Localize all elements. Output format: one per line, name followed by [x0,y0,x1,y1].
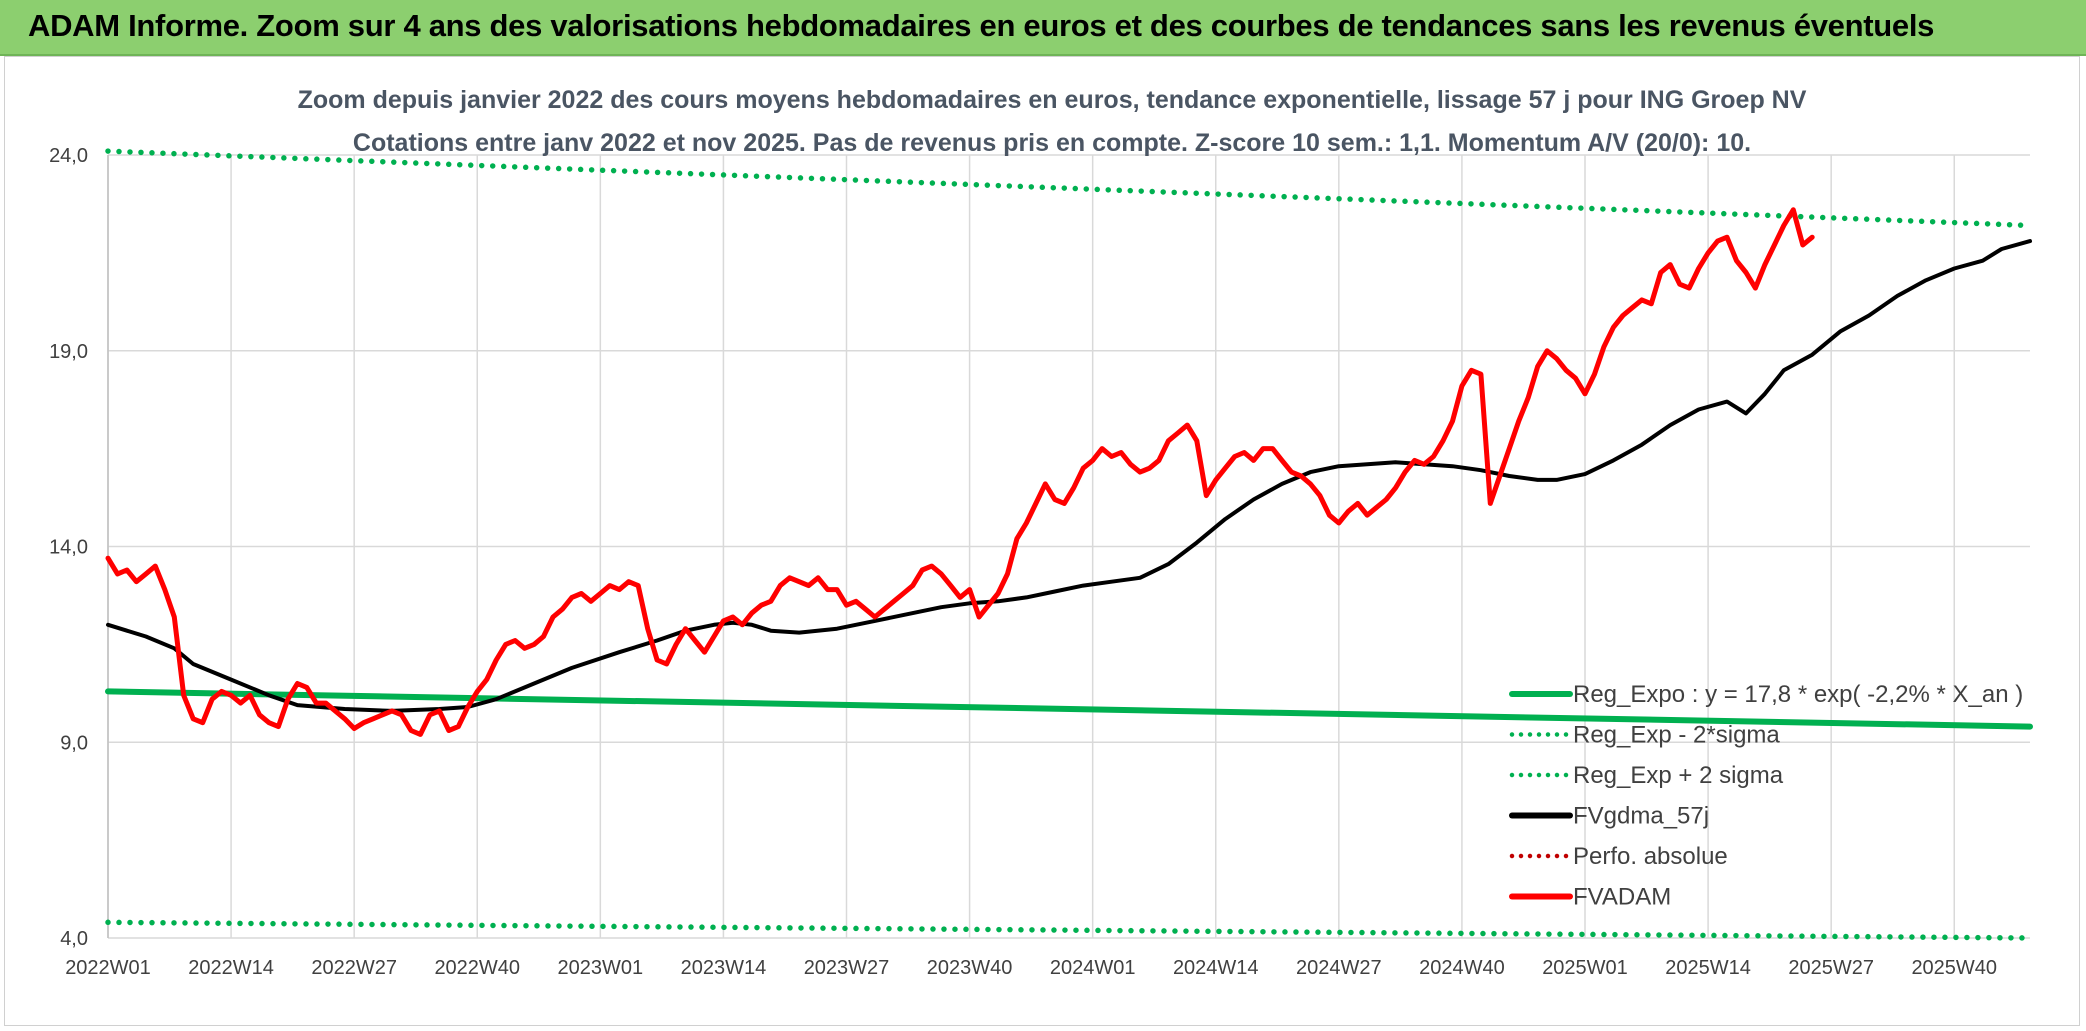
x-tick-label: 2024W01 [1050,957,1136,979]
legend-label: Reg_Exp - 2*sigma [1573,722,1780,749]
chart-subtitle: Cotations entre janv 2022 et nov 2025. P… [353,129,1751,157]
chart-title: Zoom depuis janvier 2022 des cours moyen… [298,86,1807,114]
x-tick-label: 2024W27 [1296,957,1382,979]
y-tick-label: 14,0 [49,537,88,559]
legend-label: Perfo. absolue [1573,843,1728,870]
series-fvgdma-57j [106,239,2032,713]
x-tick-label: 2022W14 [188,957,274,979]
x-tick-label: 2023W40 [927,957,1013,979]
x-tick-label: 2022W40 [434,957,520,979]
series-reg-exp-2-sigma [105,148,2033,229]
series-reg-expo [105,688,2033,730]
legend-label: Reg_Expo : y = 17,8 * exp( -2,2% * X_an … [1573,681,2023,708]
banner-title: ADAM Informe. Zoom sur 4 ans des valoris… [28,8,1935,43]
legend-label: FVgdma_57j [1573,803,1709,830]
series-fvadam [105,207,1815,737]
y-tick-label: 9,0 [60,732,88,754]
series-reg-exp-2-sigma [105,919,2033,941]
y-tick-label: 4,0 [60,928,88,950]
x-tick-label: 2025W14 [1665,957,1751,979]
y-tick-label: 19,0 [49,341,88,363]
x-tick-label: 2023W14 [681,957,767,979]
legend-label: FVADAM [1573,884,1671,911]
x-tick-label: 2023W01 [558,957,644,979]
chart-frame [4,56,2080,1026]
x-tick-label: 2024W40 [1419,957,1505,979]
legend-label: Reg_Exp + 2 sigma [1573,762,1784,789]
title-banner: ADAM Informe. Zoom sur 4 ans des valoris… [0,0,2086,56]
x-tick-label: 2022W27 [311,957,397,979]
x-tick-label: 2025W27 [1788,957,1874,979]
x-tick-label: 2023W27 [804,957,890,979]
x-tick-label: 2025W01 [1542,957,1628,979]
x-tick-label: 2022W01 [65,957,151,979]
x-tick-label: 2024W14 [1173,957,1259,979]
y-tick-label: 24,0 [49,145,88,167]
x-tick-label: 2025W40 [1911,957,1997,979]
